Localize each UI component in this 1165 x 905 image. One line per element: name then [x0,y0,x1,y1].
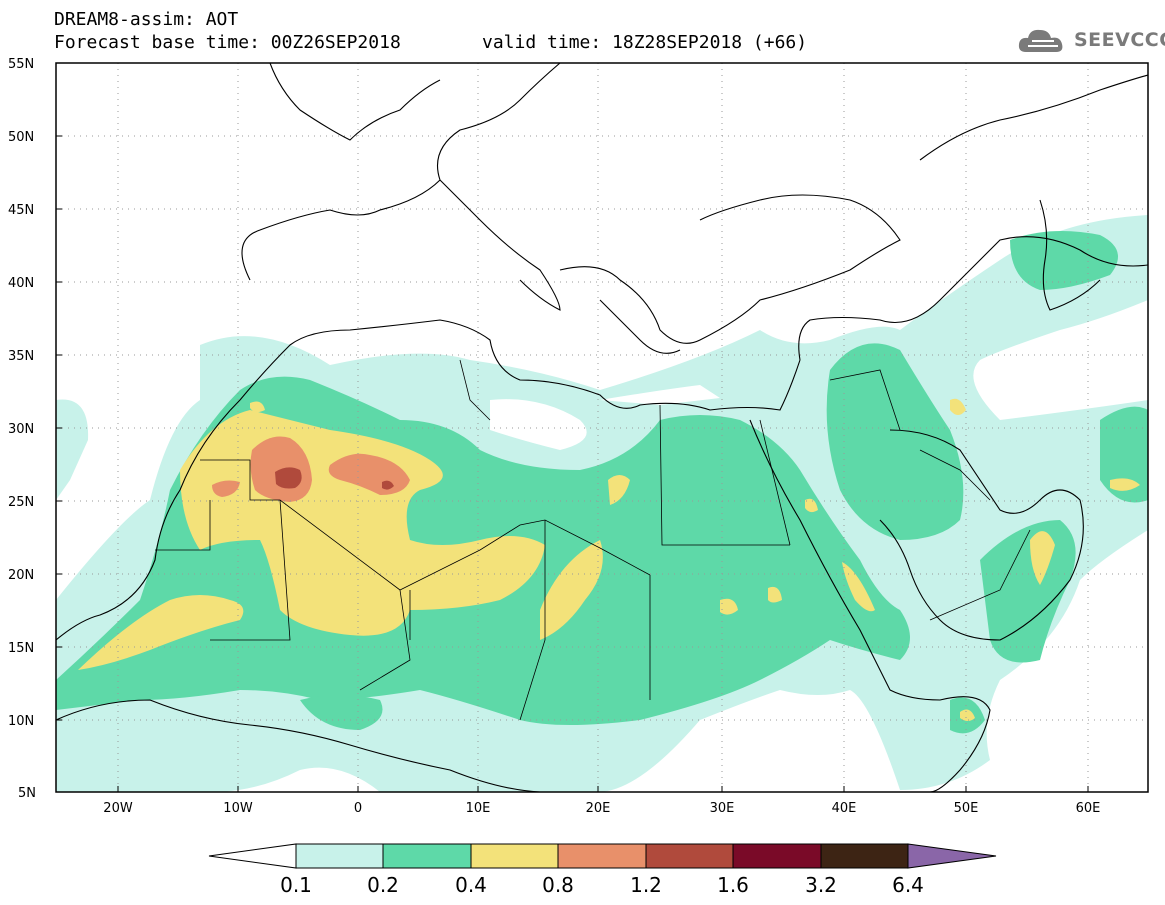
lon-label: 30E [710,801,735,816]
lon-label: 60E [1076,801,1101,816]
country-borders [155,359,1031,721]
lat-label: 50N [8,130,34,145]
longitude-labels: 20W 10W 0 10E 20E 30E 40E 50E 60E [103,801,1100,816]
lat-label: 35N [8,349,34,364]
colorbar-label: 6.4 [892,873,924,897]
colorbar-label: 3.2 [805,873,837,897]
lat-label: 45N [8,203,34,218]
colorbar-swatch [470,843,559,869]
lon-label: 10E [466,801,491,816]
lat-label: 15N [8,641,34,656]
seevccc-logo: SEEVCCC [1016,24,1165,58]
cloud-icon [1018,29,1063,52]
colorbar-label: 1.2 [630,873,662,897]
lat-label: 25N [8,495,34,510]
colorbar-swatch [645,843,734,869]
latitude-labels: 55N 50N 45N 40N 35N 30N 25N 20N 15N 10N … [8,57,36,801]
colorbar-swatch [557,843,647,869]
aot-band-1-2 [275,467,394,490]
aot-clear-area [490,385,720,450]
lat-label: 10N [8,714,34,729]
valid-time: valid time: 18Z28SEP2018 (+66) [482,32,808,53]
axis-ticks [56,135,1089,792]
colorbar-swatch [820,843,909,869]
colorbar-under-arrow [208,843,297,869]
colorbar-label: 0.8 [542,873,574,897]
colorbar: 0.1 0.2 0.4 0.8 1.2 1.6 3.2 6.4 [208,843,997,897]
lat-label: 30N [8,422,34,437]
colorbar-label: 0.2 [367,873,399,897]
colorbar-swatch [382,843,472,869]
colorbar-swatch [295,843,384,869]
coastlines [56,63,1148,792]
lon-label: 50E [954,801,979,816]
lon-label: 20W [103,801,133,816]
lat-label: 40N [8,276,34,291]
colorbar-label: 0.1 [280,873,312,897]
lon-label: 40E [832,801,857,816]
lat-label: 55N [8,57,34,72]
lon-label: 10W [223,801,253,816]
logo-text: SEEVCCC [1074,29,1165,51]
lon-label: 0 [354,801,362,816]
aot-field [56,215,1148,792]
colorbar-swatch [732,843,822,869]
graticule [56,63,1148,792]
lon-label: 20E [586,801,611,816]
lat-label: 20N [8,568,34,583]
colorbar-label: 1.6 [717,873,749,897]
map-title: DREAM8-assim: AOT [54,9,239,30]
colorbar-over-arrow [907,843,997,869]
forecast-base-time: Forecast base time: 00Z26SEP2018 [54,32,401,53]
colorbar-label: 0.4 [455,873,487,897]
lat-label: 5N [18,786,36,801]
